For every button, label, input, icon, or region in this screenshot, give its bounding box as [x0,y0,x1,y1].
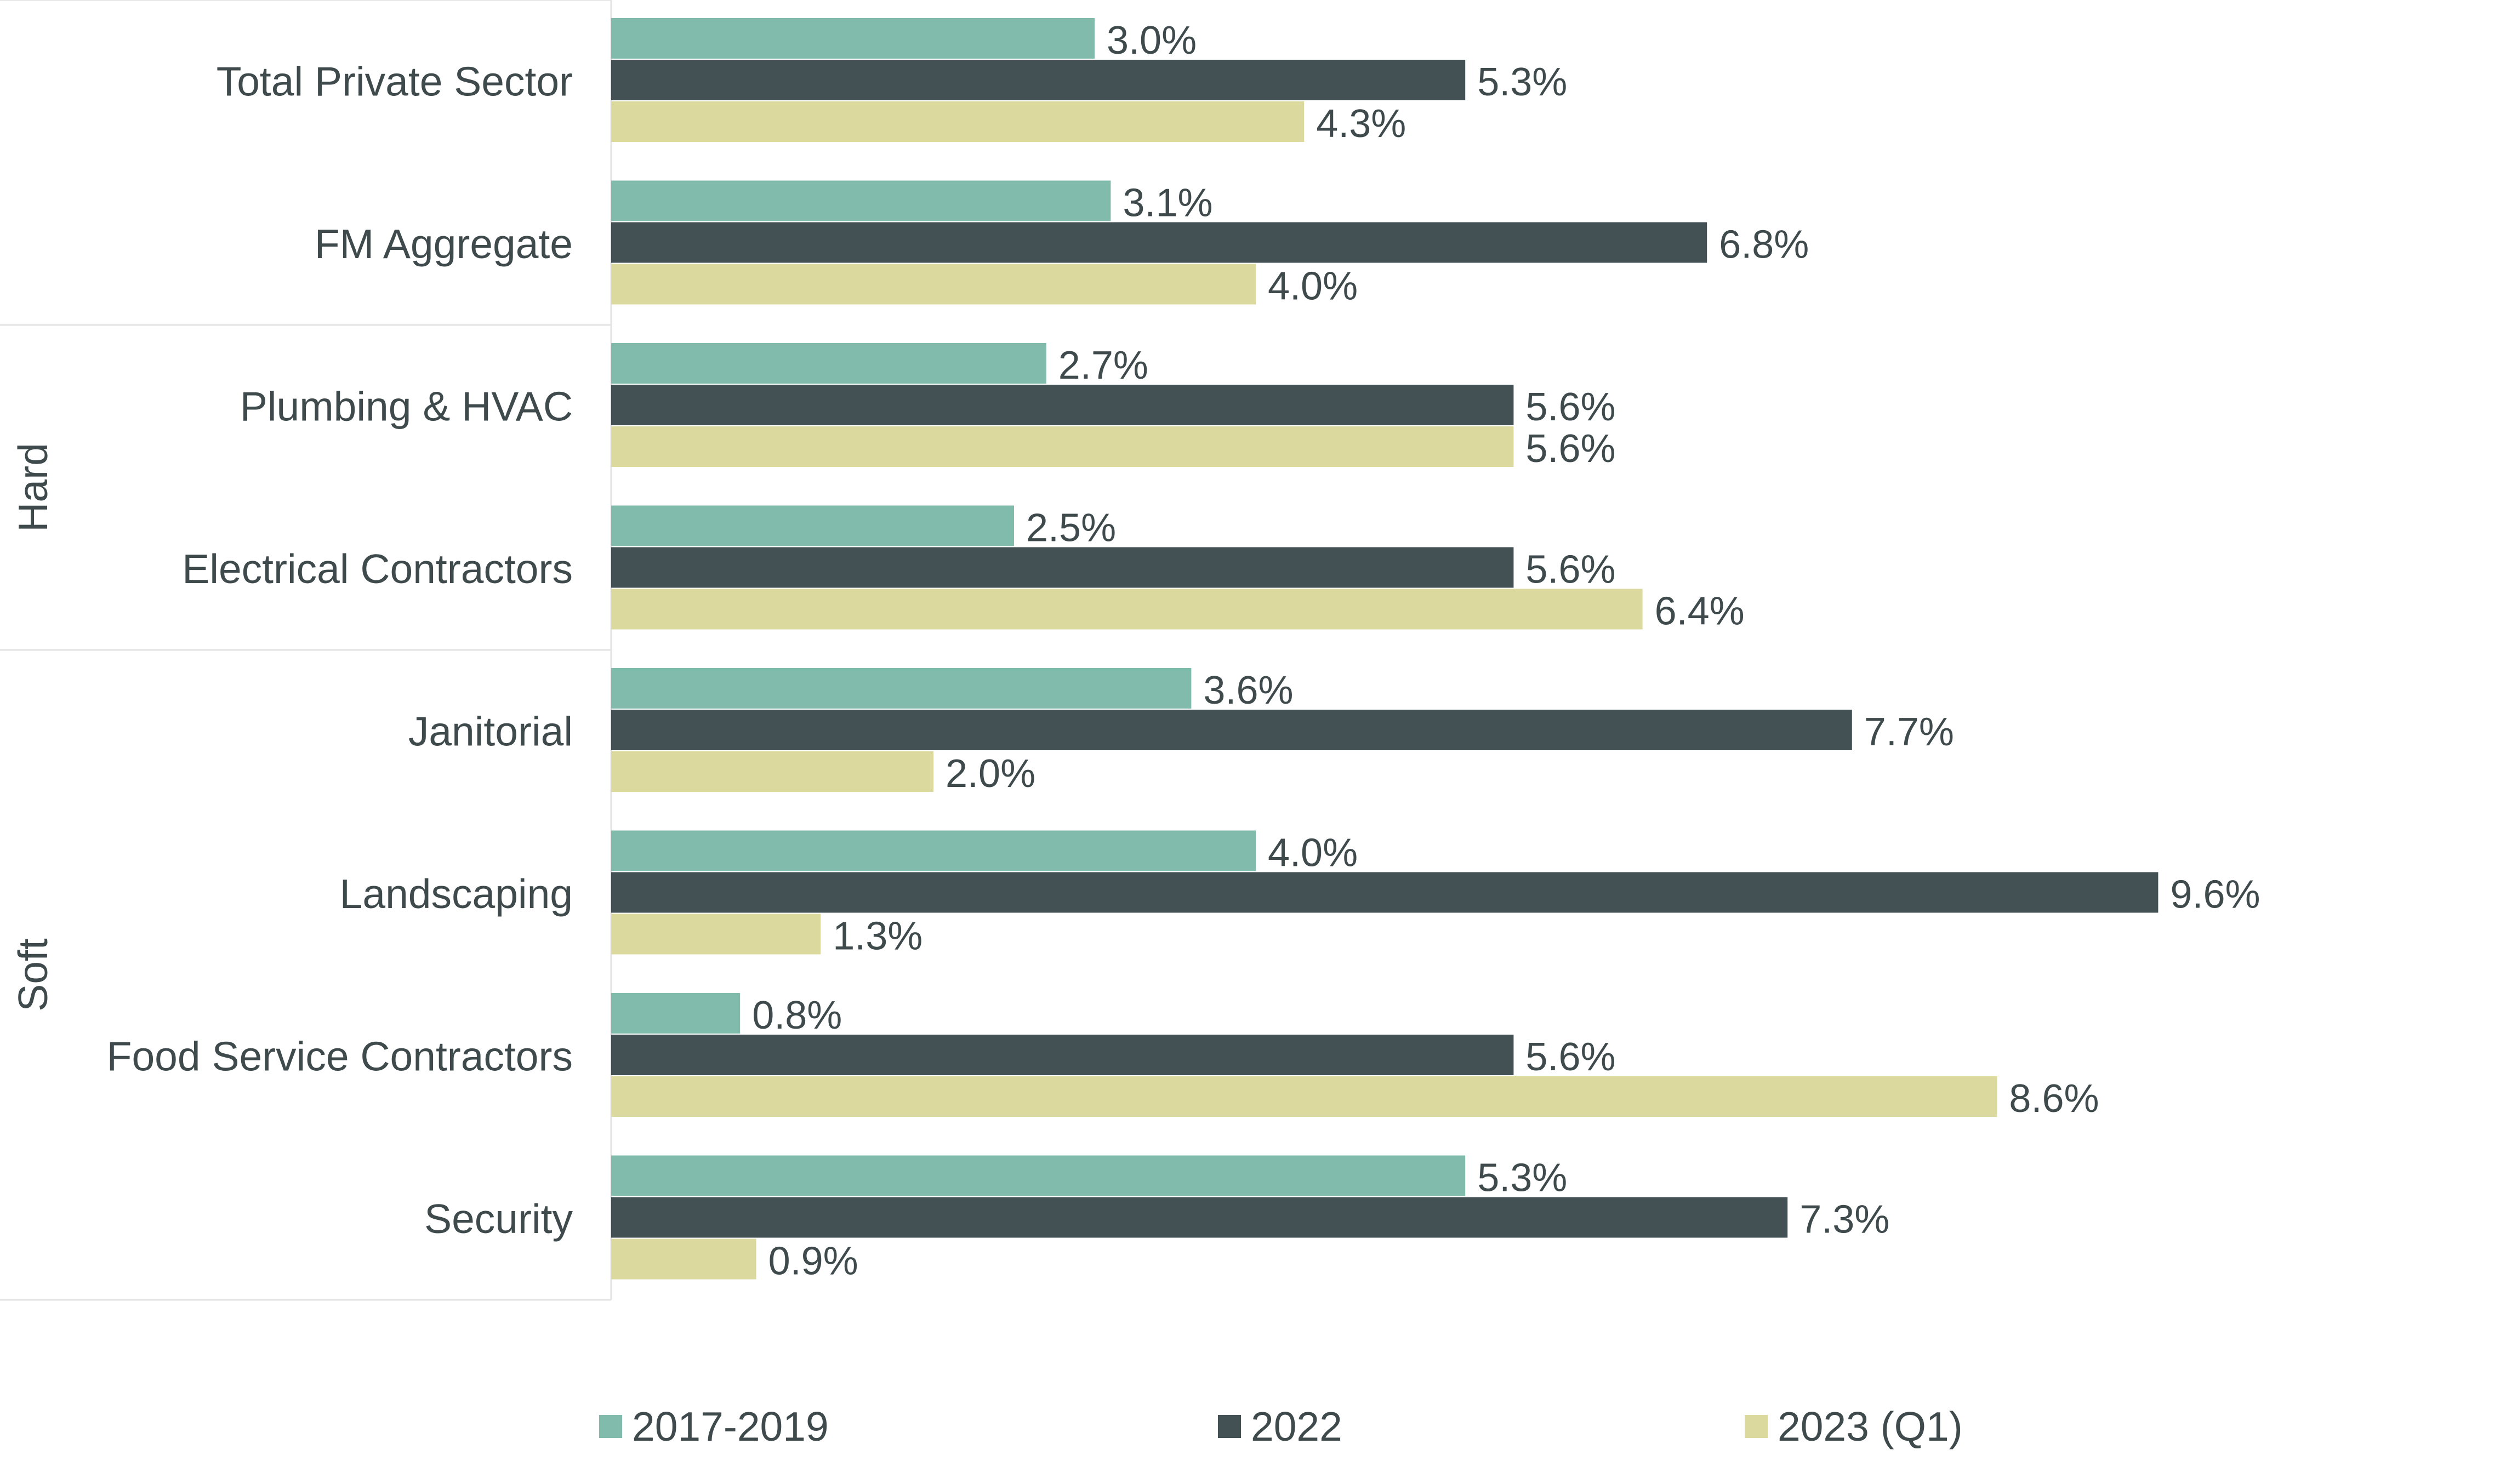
bar-2023-q1-food-service-contractors [611,1076,1997,1117]
value-label-2022-landscaping: 9.6% [2170,873,2260,917]
value-label-2017-2019-security: 5.3% [1477,1156,1567,1200]
value-label-2022-total-private-sector: 5.3% [1477,60,1567,104]
bars [611,18,2159,1280]
bar-2023-q1-security [611,1238,756,1280]
bar-2022-electrical-contractors [611,547,1514,588]
category-label-plumbing-and-hvac: Plumbing & HVAC [240,383,573,429]
bar-2017-2019-landscaping [611,830,1256,871]
bar-2022-security [611,1197,1788,1238]
group-label-hard: Hard [10,443,56,532]
value-label-2023-q1-janitorial: 2.0% [946,752,1035,796]
bar-2023-q1-plumbing-and-hvac [611,426,1514,467]
value-label-2022-security: 7.3% [1800,1198,1889,1242]
value-label-2023-q1-security: 0.9% [768,1240,858,1283]
value-label-2017-2019-fm-aggregate: 3.1% [1123,181,1212,225]
bar-2022-landscaping [611,872,2159,913]
category-label-janitorial: Janitorial [408,708,573,754]
category-label-total-private-sector: Total Private Sector [217,58,573,104]
value-label-2022-electrical-contractors: 5.6% [1525,548,1615,592]
category-label-landscaping: Landscaping [340,871,573,917]
bar-2017-2019-total-private-sector [611,18,1095,59]
value-label-2017-2019-landscaping: 4.0% [1268,831,1358,875]
bar-2022-janitorial [611,710,1852,750]
group-labels: Hard Soft [10,443,56,1011]
bar-2022-plumbing-and-hvac [611,385,1514,425]
value-label-2022-food-service-contractors: 5.6% [1525,1035,1615,1079]
bar-2023-q1-total-private-sector [611,101,1305,142]
bar-2022-fm-aggregate [611,222,1707,263]
legend-swatch-2023-q1 [1745,1415,1768,1438]
value-label-2017-2019-plumbing-and-hvac: 2.7% [1058,344,1148,387]
bar-2023-q1-janitorial [611,751,933,792]
value-label-2022-janitorial: 7.7% [1864,710,1954,754]
bar-2017-2019-fm-aggregate [611,180,1111,221]
value-label-2023-q1-landscaping: 1.3% [833,915,922,958]
value-label-2022-plumbing-and-hvac: 5.6% [1525,385,1615,429]
bar-2017-2019-food-service-contractors [611,993,741,1034]
group-label-soft: Soft [10,938,56,1012]
value-label-2023-q1-electrical-contractors: 6.4% [1655,590,1745,633]
legend-swatch-2022 [1218,1415,1241,1438]
category-labels: Total Private Sector FM Aggregate Plumbing… [107,58,573,1242]
bar-2017-2019-security [611,1155,1466,1196]
category-label-electrical-contractors: Electrical Contractors [182,546,573,592]
category-label-fm-aggregate: FM Aggregate [315,221,573,267]
bar-2017-2019-electrical-contractors [611,505,1014,546]
legend-swatch-2017-2019 [599,1415,622,1438]
value-label-2017-2019-electrical-contractors: 2.5% [1026,506,1116,550]
bar-2017-2019-janitorial [611,668,1192,709]
bar-2023-q1-electrical-contractors [611,589,1643,630]
legend-label-2017-2019: 2017-2019 [632,1403,829,1449]
bar-2023-q1-fm-aggregate [611,264,1256,305]
value-labels: 3.0% 3.1% 2.7% 2.5% 3.6% 4.0% 0.8% 5.3% 5.3% 6.8%… [752,19,2260,1283]
bar-2022-food-service-contractors [611,1035,1514,1075]
value-label-2023-q1-fm-aggregate: 4.0% [1268,265,1358,309]
value-label-2017-2019-janitorial: 3.6% [1203,669,1293,712]
legend-label-2023-q1: 2023 (Q1) [1778,1403,1963,1449]
value-label-2023-q1-total-private-sector: 4.3% [1316,102,1406,146]
bar-2022-total-private-sector [611,60,1466,100]
value-label-2023-q1-food-service-contractors: 8.6% [2009,1077,2099,1121]
value-label-2023-q1-plumbing-and-hvac: 5.6% [1525,427,1615,471]
bar-2017-2019-plumbing-and-hvac [611,343,1046,384]
bar-2023-q1-landscaping [611,914,821,955]
legend: 2017-2019 2022 2023 (Q1) [599,1403,1963,1449]
category-label-food-service-contractors: Food Service Contractors [107,1033,573,1079]
value-label-2017-2019-total-private-sector: 3.0% [1107,19,1197,62]
category-separators [0,0,612,1301]
value-label-2022-fm-aggregate: 6.8% [1719,223,1809,267]
legend-label-2022: 2022 [1251,1403,1342,1449]
category-label-security: Security [424,1196,573,1242]
value-label-2017-2019-food-service-contractors: 0.8% [752,994,842,1037]
